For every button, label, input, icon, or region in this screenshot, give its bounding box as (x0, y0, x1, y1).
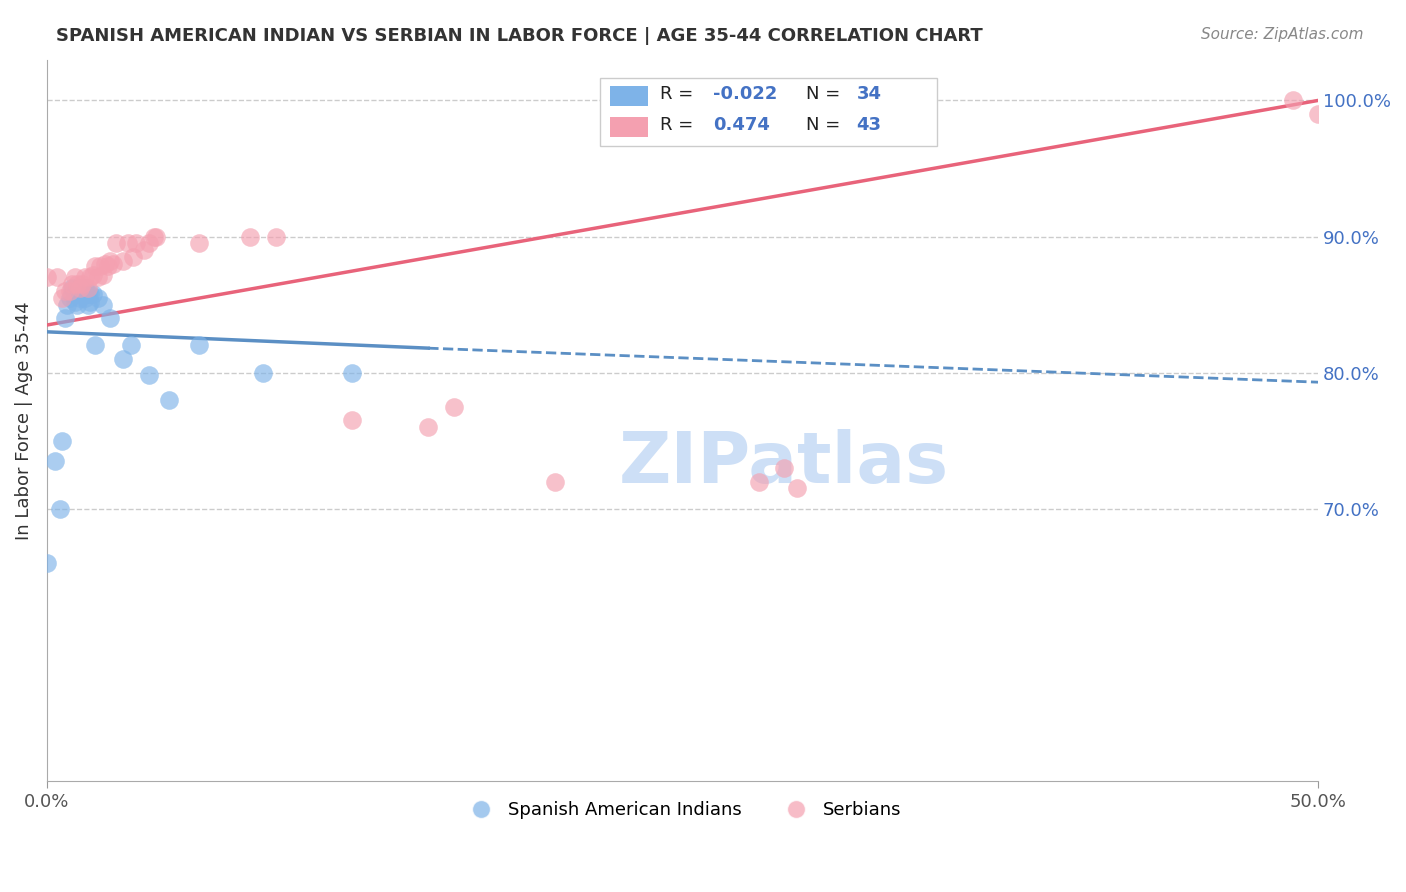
Point (104, 236, 127, 251)
Text: N =: N = (806, 85, 846, 103)
Point (101, 257, 124, 271)
Text: 0.474: 0.474 (713, 116, 770, 134)
Point (73, 291, 96, 305)
Point (157, 392, 180, 407)
Point (100, 311, 122, 326)
Point (145, 229, 167, 244)
Point (46, 270, 69, 285)
Point (48, 501, 70, 516)
Point (79, 294, 101, 309)
Point (63, 270, 86, 285)
FancyBboxPatch shape (610, 87, 648, 106)
Point (340, 366, 363, 380)
Point (76, 281, 98, 295)
Point (97, 260, 120, 274)
Point (138, 236, 160, 251)
Point (94, 257, 117, 271)
Point (66, 277, 89, 292)
Point (87, 291, 110, 305)
Text: Source: ZipAtlas.com: Source: ZipAtlas.com (1201, 27, 1364, 42)
Point (443, 400, 465, 414)
Point (53, 311, 76, 326)
Point (252, 366, 274, 380)
Point (418, 420, 440, 434)
Point (87, 270, 110, 285)
Text: N =: N = (806, 116, 846, 134)
Point (66, 297, 89, 311)
Legend: Spanish American Indians, Serbians: Spanish American Indians, Serbians (456, 794, 910, 826)
Text: ZIPatlas: ZIPatlas (619, 429, 949, 498)
Point (79, 270, 101, 285)
Point (142, 229, 165, 244)
Point (66, 284, 89, 298)
Point (239, 229, 262, 244)
Point (60, 286, 83, 301)
Point (100, 254, 122, 268)
Point (51, 434, 73, 448)
Point (82, 268, 104, 282)
Point (69, 281, 91, 295)
Point (188, 236, 211, 251)
Point (60, 277, 83, 292)
Point (69, 281, 91, 295)
Point (53, 284, 76, 298)
Point (340, 413, 363, 427)
Point (132, 243, 155, 257)
Point (79, 286, 101, 301)
Point (63, 286, 86, 301)
Text: -0.022: -0.022 (713, 85, 778, 103)
Point (73, 281, 96, 295)
Point (112, 254, 135, 268)
Text: R =: R = (659, 116, 699, 134)
Point (44, 454, 66, 468)
FancyBboxPatch shape (600, 78, 936, 146)
Point (122, 250, 145, 264)
Point (773, 461, 796, 475)
Point (264, 229, 287, 244)
Point (82, 286, 104, 301)
Point (76, 286, 98, 301)
Point (112, 352, 135, 367)
Point (84, 260, 107, 274)
Point (35, 270, 58, 285)
Point (188, 338, 211, 352)
Point (1308, 107, 1330, 121)
Text: SPANISH AMERICAN INDIAN VS SERBIAN IN LABOR FORCE | AGE 35-44 CORRELATION CHART: SPANISH AMERICAN INDIAN VS SERBIAN IN LA… (56, 27, 983, 45)
Point (544, 475, 567, 489)
Point (91, 297, 114, 311)
FancyBboxPatch shape (610, 117, 648, 136)
Text: 34: 34 (856, 85, 882, 103)
Point (91, 268, 114, 282)
Point (56, 297, 79, 311)
Point (60, 281, 83, 295)
Point (89, 260, 111, 274)
Point (63, 294, 86, 309)
Point (72, 286, 94, 301)
Point (120, 338, 142, 352)
Point (51, 291, 73, 305)
Text: R =: R = (659, 85, 699, 103)
Point (72, 277, 94, 292)
Point (73, 270, 96, 285)
Point (59, 284, 82, 298)
Point (69, 291, 91, 305)
Point (748, 475, 770, 489)
Point (84, 338, 107, 352)
Point (125, 236, 148, 251)
Y-axis label: In Labor Force | Age 35-44: In Labor Force | Age 35-44 (15, 301, 32, 540)
Point (76, 297, 98, 311)
Point (117, 236, 139, 251)
Point (35, 556, 58, 570)
Text: 43: 43 (856, 116, 882, 134)
Point (138, 368, 160, 383)
Point (1281, 94, 1303, 108)
Point (59, 291, 82, 305)
Point (786, 481, 808, 495)
